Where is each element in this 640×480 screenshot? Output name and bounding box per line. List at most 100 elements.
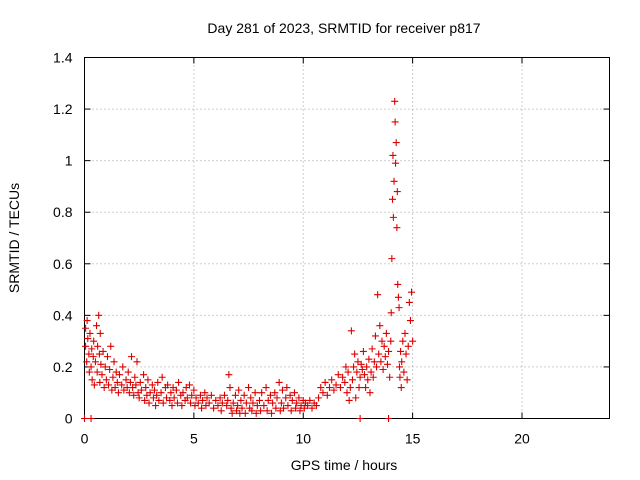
data-point bbox=[97, 360, 105, 368]
data-point bbox=[151, 386, 158, 394]
data-point bbox=[90, 337, 98, 345]
data-point bbox=[226, 384, 234, 392]
data-point bbox=[245, 384, 253, 392]
data-point bbox=[145, 399, 153, 407]
data-point bbox=[397, 384, 405, 392]
data-point bbox=[241, 409, 249, 417]
data-point bbox=[172, 386, 180, 394]
data-point bbox=[158, 373, 166, 381]
data-point bbox=[345, 396, 353, 404]
data-point bbox=[90, 381, 98, 389]
data-point bbox=[166, 396, 174, 404]
data-point bbox=[98, 371, 106, 379]
data-point bbox=[175, 378, 183, 386]
y-tick-label: 1 bbox=[65, 153, 73, 169]
data-point bbox=[201, 389, 209, 397]
data-point bbox=[284, 402, 292, 410]
data-point bbox=[212, 396, 220, 404]
data-point bbox=[242, 399, 250, 407]
data-point bbox=[224, 396, 232, 404]
y-tick-label: 1.4 bbox=[53, 50, 73, 66]
data-point bbox=[167, 389, 175, 397]
data-point bbox=[348, 376, 356, 384]
data-point bbox=[152, 402, 160, 410]
data-point bbox=[381, 353, 389, 361]
data-point bbox=[351, 350, 359, 358]
data-point bbox=[369, 373, 377, 381]
data-point bbox=[83, 358, 91, 366]
data-point bbox=[217, 407, 225, 415]
data-point bbox=[140, 371, 148, 379]
data-point bbox=[107, 342, 115, 350]
y-axis-label: SRMTID / TECUs bbox=[6, 183, 22, 293]
data-point bbox=[256, 396, 263, 404]
data-point bbox=[132, 381, 140, 389]
data-point bbox=[125, 389, 133, 397]
data-point bbox=[101, 363, 109, 371]
data-point bbox=[214, 402, 222, 410]
data-point bbox=[148, 381, 156, 389]
data-point bbox=[293, 399, 301, 407]
data-point bbox=[344, 368, 352, 376]
data-point bbox=[334, 371, 342, 379]
data-point bbox=[373, 363, 381, 371]
data-point bbox=[403, 376, 411, 384]
data-point bbox=[385, 415, 393, 422]
data-point bbox=[168, 402, 176, 410]
data-point bbox=[367, 368, 375, 376]
data-point bbox=[264, 396, 272, 404]
data-point bbox=[234, 402, 242, 410]
data-point bbox=[238, 404, 246, 412]
data-point bbox=[248, 407, 256, 415]
data-point bbox=[146, 389, 154, 397]
data-point bbox=[277, 399, 285, 407]
data-point bbox=[87, 363, 95, 371]
data-point bbox=[400, 368, 408, 376]
data-point bbox=[288, 396, 296, 404]
data-point bbox=[131, 373, 139, 381]
data-point bbox=[315, 394, 323, 402]
data-point bbox=[142, 384, 150, 392]
data-point bbox=[93, 368, 101, 376]
data-point bbox=[312, 402, 320, 410]
x-tick-label: 0 bbox=[81, 431, 89, 447]
data-point bbox=[406, 317, 414, 325]
data-point bbox=[356, 373, 364, 381]
data-point bbox=[368, 345, 376, 353]
data-point bbox=[154, 378, 162, 386]
data-point bbox=[216, 394, 224, 402]
y-tick-label: 0.2 bbox=[53, 359, 73, 375]
data-point bbox=[355, 384, 363, 392]
data-point bbox=[397, 347, 405, 355]
data-point bbox=[141, 396, 149, 404]
data-point bbox=[210, 404, 218, 412]
data-point bbox=[188, 391, 196, 399]
data-point bbox=[157, 389, 165, 397]
data-point bbox=[251, 389, 259, 397]
data-point bbox=[136, 378, 144, 386]
data-point bbox=[379, 366, 387, 374]
data-point bbox=[266, 391, 274, 399]
data-point bbox=[221, 391, 228, 399]
data-point bbox=[183, 394, 191, 402]
x-tick-label: 10 bbox=[295, 431, 311, 447]
data-point bbox=[380, 342, 388, 350]
data-point bbox=[376, 322, 384, 330]
data-point bbox=[130, 391, 138, 399]
data-point bbox=[378, 337, 386, 345]
data-point bbox=[366, 389, 374, 397]
data-point bbox=[370, 358, 378, 366]
data-point bbox=[81, 415, 88, 422]
data-point bbox=[192, 394, 200, 402]
data-point bbox=[253, 402, 261, 410]
data-point bbox=[304, 402, 312, 410]
data-point bbox=[247, 394, 255, 402]
data-point bbox=[179, 389, 187, 397]
data-point bbox=[122, 376, 130, 384]
data-point bbox=[155, 396, 163, 404]
data-point bbox=[116, 371, 123, 379]
data-point bbox=[227, 404, 235, 412]
data-point bbox=[323, 391, 331, 399]
plot-frame bbox=[84, 57, 610, 419]
data-point bbox=[361, 371, 368, 379]
